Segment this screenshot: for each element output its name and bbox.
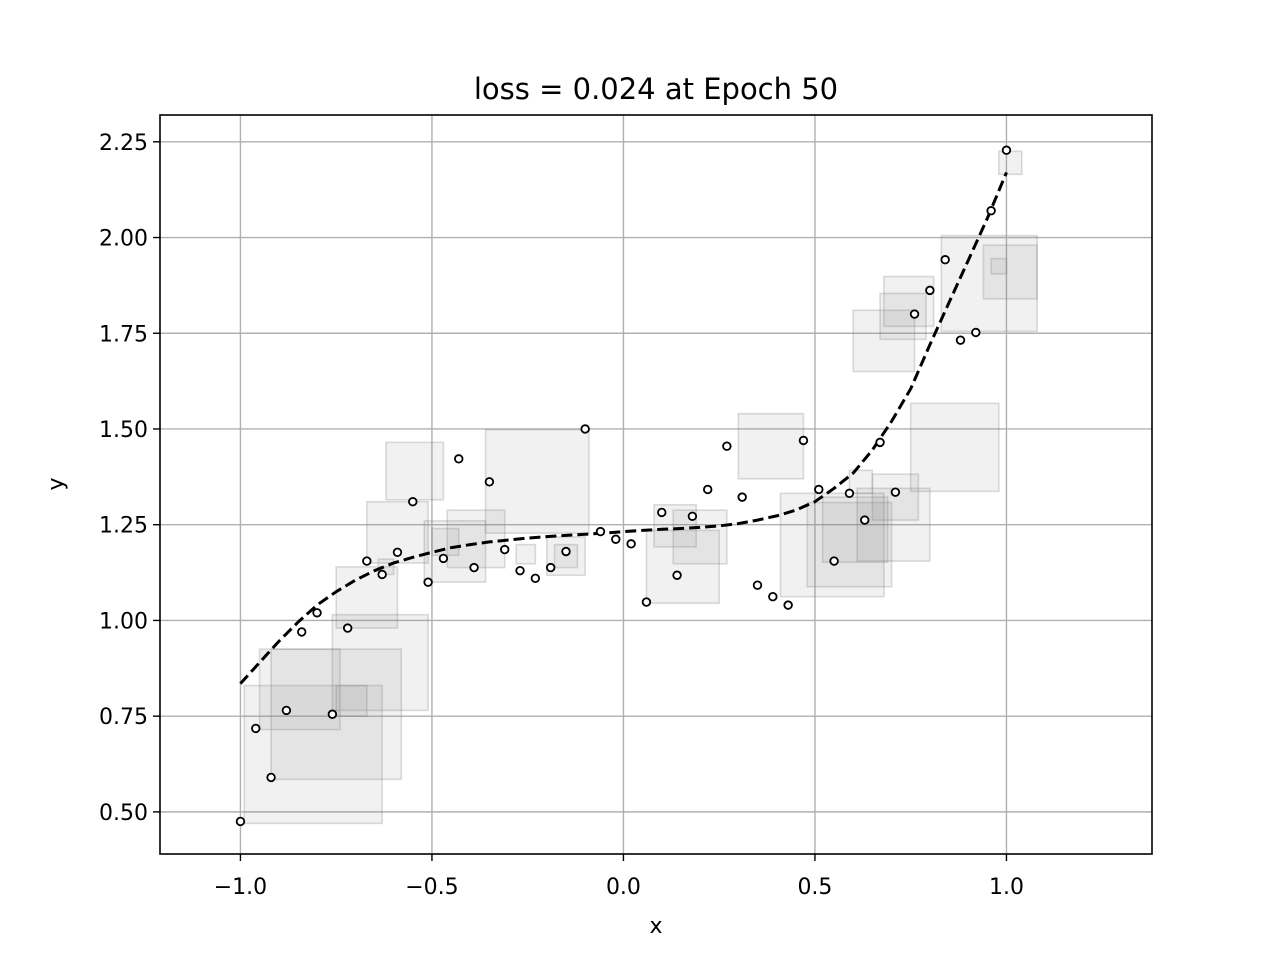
data-point	[875, 437, 885, 448]
uncertainty-square	[737, 412, 805, 480]
x-axis-label: x	[649, 914, 662, 939]
uncertainty-square	[335, 684, 368, 717]
data-point	[423, 577, 433, 587]
x-tick-label: −0.5	[405, 875, 458, 900]
data-point	[362, 556, 372, 566]
uncertainty-square	[990, 257, 1008, 275]
y-tick-label: 2.00	[99, 227, 148, 252]
data-point	[986, 206, 996, 216]
uncertainty-square	[645, 529, 720, 604]
data-point	[672, 570, 682, 580]
uncertainty-square	[672, 509, 728, 565]
data-point	[971, 327, 981, 338]
uncertainty-square	[856, 487, 931, 562]
data-point	[925, 285, 935, 296]
data-point	[545, 562, 556, 573]
data-point	[722, 441, 732, 451]
uncertainty-square	[385, 441, 445, 501]
grid	[160, 115, 1152, 854]
uncertainty-square	[982, 244, 1038, 300]
uncertainty-square	[484, 428, 590, 534]
y-tick-label: 1.75	[99, 322, 148, 347]
data-point	[235, 816, 246, 827]
data-point	[297, 627, 307, 637]
uncertainty-square	[243, 684, 383, 825]
data-point	[327, 709, 338, 719]
uncertainty-square	[335, 566, 399, 629]
data-point	[626, 539, 636, 549]
data-point	[251, 723, 261, 734]
data-point	[940, 255, 950, 265]
data-point	[266, 772, 276, 783]
plot-frame	[159, 114, 1153, 855]
data-point	[580, 424, 590, 434]
data-point	[829, 556, 839, 566]
data-point	[1001, 145, 1012, 155]
y-tick-label: 0.50	[99, 801, 148, 826]
data-point	[909, 309, 920, 319]
data-point	[530, 573, 541, 584]
data-point	[377, 569, 387, 580]
data-point	[737, 492, 747, 502]
uncertainty-square	[821, 496, 889, 564]
x-axis-ticks: −1.0 −0.5 0.0 0.5 1.0	[214, 854, 1024, 900]
data-point	[703, 484, 713, 495]
data-point	[469, 562, 479, 573]
data-point	[657, 507, 667, 518]
data-point	[687, 511, 698, 521]
squares-layer	[243, 150, 1038, 825]
data-point	[641, 597, 652, 607]
uncertainty-square	[871, 473, 920, 521]
data-point	[438, 553, 449, 564]
uncertainty-square	[909, 402, 1000, 493]
y-tick-label: 1.25	[99, 514, 148, 539]
uncertainty-square	[852, 309, 916, 373]
data-point	[515, 565, 525, 576]
y-tick-label: 1.50	[99, 418, 148, 443]
data-point	[783, 600, 793, 610]
data-point	[611, 534, 621, 544]
uncertainty-square	[258, 648, 341, 731]
data-point	[408, 497, 418, 507]
data-point	[281, 705, 292, 716]
y-axis-label: y	[44, 477, 69, 490]
data-point	[860, 515, 870, 525]
chart-title: loss = 0.024 at Epoch 50	[474, 72, 838, 106]
data-point	[454, 454, 464, 464]
y-tick-label: 1.00	[99, 609, 148, 634]
data-point	[484, 477, 495, 487]
data-point	[752, 580, 763, 590]
uncertainty-square	[515, 543, 537, 565]
x-tick-label: 0.0	[606, 875, 641, 900]
y-tick-label: 2.25	[99, 131, 148, 156]
data-point	[312, 608, 322, 618]
data-point	[500, 544, 510, 555]
x-tick-label: 0.5	[797, 875, 832, 900]
data-point	[814, 484, 824, 495]
data-point	[595, 526, 606, 537]
x-tick-label: −1.0	[214, 875, 267, 900]
data-point	[768, 591, 778, 602]
data-point	[890, 487, 901, 497]
data-point	[955, 335, 966, 345]
y-axis-ticks: 0.50 0.75 1.00 1.25 1.50 1.75 2.00 2.25	[99, 131, 160, 826]
uncertainty-square	[446, 509, 506, 569]
data-point	[798, 435, 809, 446]
uncertainty-square	[848, 469, 874, 495]
data-point	[342, 623, 353, 633]
uncertainty-square	[779, 492, 885, 598]
y-tick-label: 0.75	[99, 705, 148, 730]
uncertainty-square	[806, 501, 893, 588]
data-point	[561, 546, 571, 557]
data-point	[844, 488, 855, 499]
data-point	[392, 547, 403, 557]
x-tick-label: 1.0	[989, 875, 1024, 900]
uncertainty-square	[997, 150, 1023, 176]
uncertainty-square	[883, 275, 935, 328]
points-layer	[235, 145, 1012, 827]
